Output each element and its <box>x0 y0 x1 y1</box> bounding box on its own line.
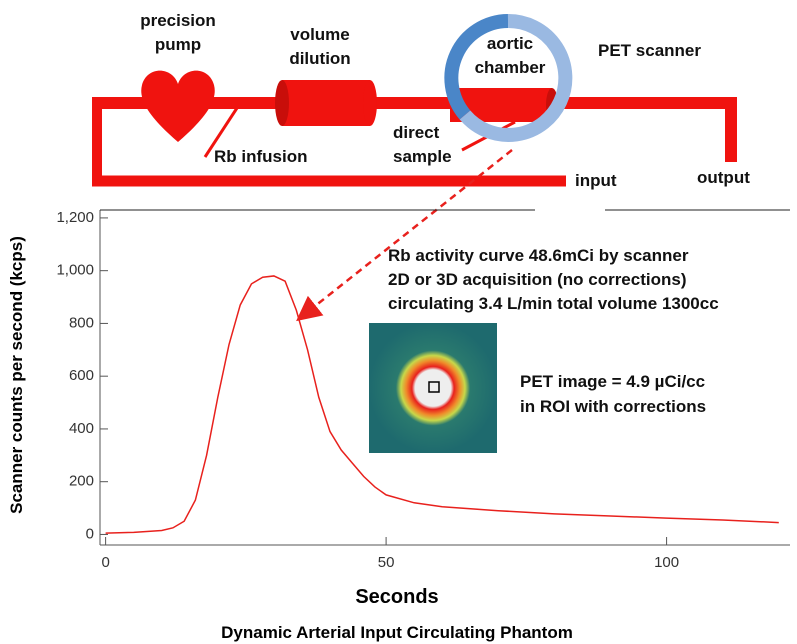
annotation: in ROI with corrections <box>520 397 706 416</box>
annotation: Rb activity curve 48.6mCi by scanner <box>388 246 689 265</box>
y-tick-label: 0 <box>86 525 94 542</box>
label: aortic <box>487 34 533 53</box>
x-tick-label: 100 <box>654 554 679 571</box>
caption: Dynamic Arterial Input Circulating Phant… <box>221 623 573 642</box>
y-tick-label: 800 <box>69 314 94 331</box>
y-tick-label: 400 <box>69 420 94 437</box>
diagram <box>92 13 737 322</box>
pet-image <box>369 323 497 453</box>
plot: 0 200 400 600 800 1,000 1,200 0 50 100 <box>56 209 790 571</box>
label: sample <box>393 147 452 166</box>
x-axis-label: Seconds <box>355 586 438 608</box>
y-tick-label: 1,000 <box>56 262 94 279</box>
line <box>105 275 779 534</box>
label: direct <box>393 123 440 142</box>
label: Rb infusion <box>214 147 307 166</box>
label: PET scanner <box>598 41 701 60</box>
label: volume <box>290 25 350 44</box>
annotation: 2D or 3D acquisition (no corrections) <box>388 270 687 289</box>
label: output <box>697 168 750 187</box>
y-tick-label: 1,200 <box>56 209 94 226</box>
label: dilution <box>289 49 350 68</box>
x-tick-label: 50 <box>378 554 395 571</box>
y-axis-label: Scanner counts per second (kcps) <box>7 236 26 514</box>
x-tick-label: 0 <box>101 554 109 571</box>
roi <box>428 381 440 393</box>
annotation: PET image = 4.9 µCi/cc <box>520 372 705 391</box>
label: precision <box>140 11 216 30</box>
y-tick-label: 600 <box>69 367 94 384</box>
label: chamber <box>475 58 546 77</box>
label: input <box>575 171 617 190</box>
y-tick-label: 200 <box>69 473 94 490</box>
annotation: circulating 3.4 L/min total volume 1300c… <box>388 294 719 313</box>
label: pump <box>155 35 201 54</box>
